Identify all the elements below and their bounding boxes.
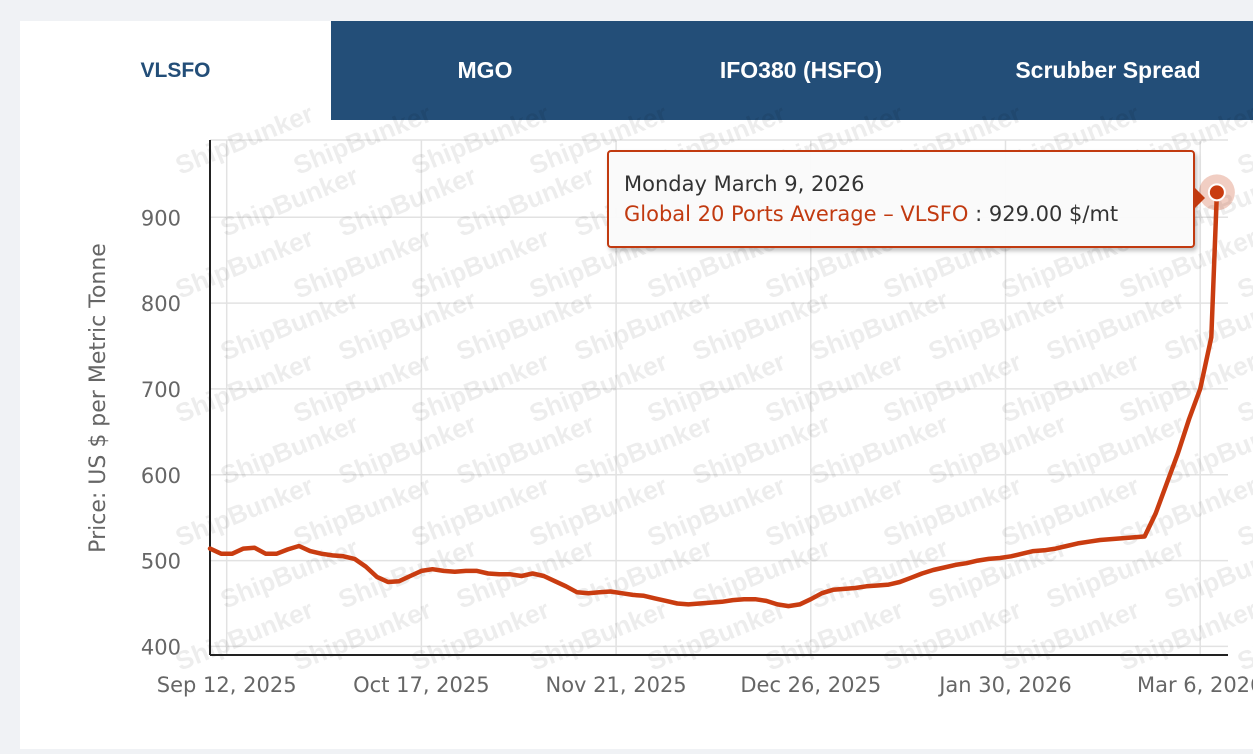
x-tick-label: Dec 26, 2025 [740, 673, 881, 697]
series-layer [207, 174, 1235, 609]
y-tick-labels: 400 500 600 700 800 900 [141, 206, 181, 659]
y-tick-label: 400 [141, 635, 181, 659]
x-tick-label: Jan 30, 2026 [937, 673, 1072, 697]
y-tick-label: 900 [141, 206, 181, 230]
highlight-point [1207, 183, 1226, 202]
y-tick-label: 700 [141, 378, 181, 402]
tab-scrubber-spread[interactable]: Scrubber Spread [963, 21, 1253, 120]
x-tick-labels: Sep 12, 2025 Oct 17, 2025 Nov 21, 2025 Dec … [157, 673, 1253, 697]
fuel-tabs: VLSFO MGO IFO380 (HSFO) Scrubber Spread [20, 21, 1253, 120]
x-tick-label: Oct 17, 2025 [353, 673, 490, 697]
axes [209, 140, 1228, 656]
tab-ifo380-hsfo[interactable]: IFO380 (HSFO) [639, 21, 963, 120]
x-tick-label: Mar 6, 2026 [1137, 673, 1253, 697]
tooltip-date: Monday March 9, 2026 [624, 172, 865, 196]
y-tick-label: 600 [141, 464, 181, 488]
y-tick-label: 800 [141, 292, 181, 316]
series-line-vlsfo [207, 190, 1220, 609]
x-tick-label: Sep 12, 2025 [157, 673, 297, 697]
y-tick-label: 500 [141, 550, 181, 574]
y-axis-label: Price: US $ per Metric Tonne [86, 243, 111, 553]
tab-vlsfo[interactable]: VLSFO [20, 21, 331, 120]
grid-lines [210, 139, 1228, 655]
tooltip-value: 929.00 $/mt [988, 202, 1119, 226]
tooltip-pointer [1193, 186, 1205, 210]
tooltip-separator: : [975, 202, 983, 226]
tooltip-series-name: Global 20 Ports Average – VLSFO [624, 202, 969, 226]
tab-mgo[interactable]: MGO [331, 21, 639, 120]
chart-card: VLSFO MGO IFO380 (HSFO) Scrubber Spread [20, 21, 1253, 749]
data-tooltip: Monday March 9, 2026 Global 20 Ports Ave… [607, 150, 1195, 248]
x-tick-label: Nov 21, 2025 [545, 673, 686, 697]
